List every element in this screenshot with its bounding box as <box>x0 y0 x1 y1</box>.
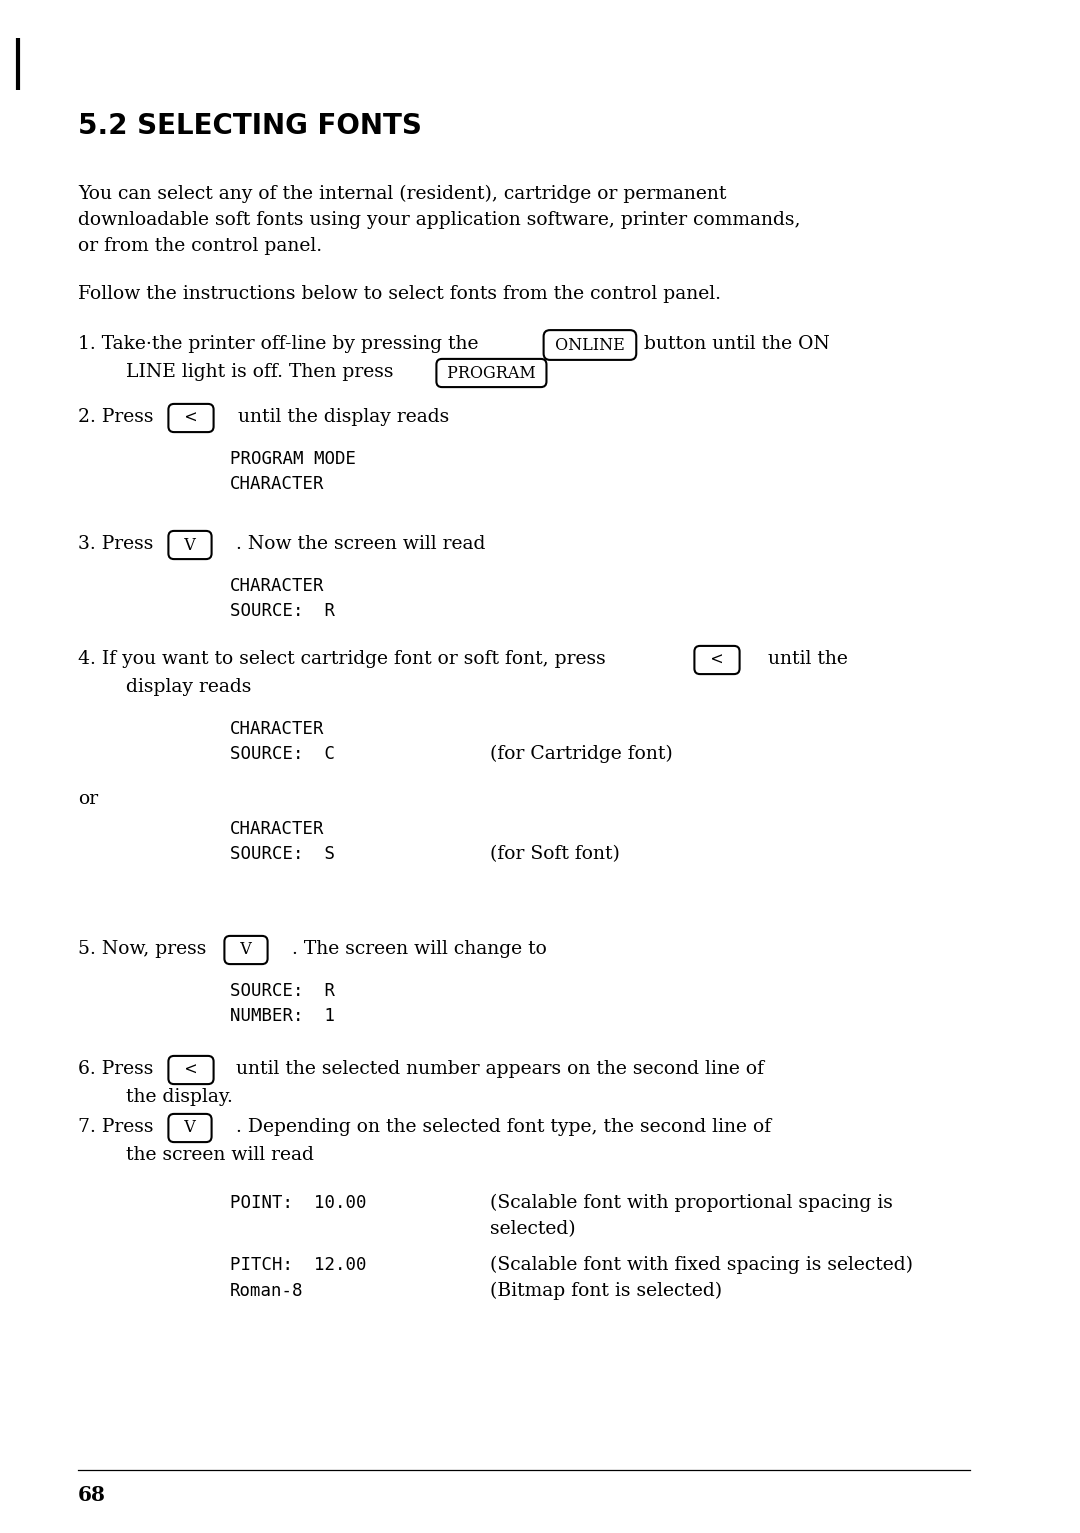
Text: V: V <box>230 941 262 958</box>
Text: 5. Now, press: 5. Now, press <box>78 940 206 958</box>
Text: or: or <box>78 789 98 808</box>
Text: Roman-8: Roman-8 <box>230 1282 303 1300</box>
Text: 3. Press: 3. Press <box>78 535 153 553</box>
Text: ONLINE: ONLINE <box>550 337 630 354</box>
Text: until the selected number appears on the second line of: until the selected number appears on the… <box>237 1059 764 1078</box>
Text: . The screen will change to: . The screen will change to <box>292 940 546 958</box>
Text: or from the control panel.: or from the control panel. <box>78 238 322 254</box>
Text: Follow the instructions below to select fonts from the control panel.: Follow the instructions below to select … <box>78 285 721 304</box>
Text: until the: until the <box>768 650 848 668</box>
Text: <: < <box>700 652 734 668</box>
Text: CHARACTER: CHARACTER <box>230 721 324 737</box>
Text: LINE light is off. Then press: LINE light is off. Then press <box>126 363 393 382</box>
Text: 6. Press: 6. Press <box>78 1059 153 1078</box>
Text: SOURCE:  C: SOURCE: C <box>230 745 335 763</box>
Text: PROGRAM MODE: PROGRAM MODE <box>230 451 356 468</box>
Text: SOURCE:  R: SOURCE: R <box>230 602 335 619</box>
Text: SOURCE:  S: SOURCE: S <box>230 845 335 863</box>
Text: PITCH:  12.00: PITCH: 12.00 <box>230 1256 366 1274</box>
Text: 2. Press: 2. Press <box>78 408 153 426</box>
Text: downloadable soft fonts using your application software, printer commands,: downloadable soft fonts using your appli… <box>78 212 800 228</box>
Text: NUMBER:  1: NUMBER: 1 <box>230 1007 335 1026</box>
Text: <: < <box>174 1061 208 1079</box>
Text: 7. Press: 7. Press <box>78 1118 153 1136</box>
Text: V: V <box>174 537 206 553</box>
Text: (for Cartridge font): (for Cartridge font) <box>490 745 673 763</box>
Text: You can select any of the internal (resident), cartridge or permanent: You can select any of the internal (resi… <box>78 185 727 204</box>
Text: (Scalable font with proportional spacing is: (Scalable font with proportional spacing… <box>490 1194 893 1213</box>
Text: <: < <box>174 409 208 426</box>
Text: CHARACTER: CHARACTER <box>230 576 324 595</box>
Text: display reads: display reads <box>126 678 252 696</box>
Text: 68: 68 <box>78 1485 106 1505</box>
Text: PROGRAM: PROGRAM <box>442 365 541 382</box>
Text: 4. If you want to select cartridge font or soft font, press: 4. If you want to select cartridge font … <box>78 650 606 668</box>
Text: CHARACTER: CHARACTER <box>230 820 324 839</box>
Text: selected): selected) <box>490 1220 576 1239</box>
Text: the display.: the display. <box>126 1088 233 1105</box>
Text: . Depending on the selected font type, the second line of: . Depending on the selected font type, t… <box>237 1118 771 1136</box>
Text: (for Soft font): (for Soft font) <box>490 845 620 863</box>
Text: POINT:  10.00: POINT: 10.00 <box>230 1194 366 1213</box>
Text: until the display reads: until the display reads <box>238 408 449 426</box>
Text: (Scalable font with fixed spacing is selected): (Scalable font with fixed spacing is sel… <box>490 1256 913 1274</box>
Text: (Bitmap font is selected): (Bitmap font is selected) <box>490 1282 723 1300</box>
Text: 5.2 SELECTING FONTS: 5.2 SELECTING FONTS <box>78 112 422 140</box>
Text: CHARACTER: CHARACTER <box>230 475 324 494</box>
Text: SOURCE:  R: SOURCE: R <box>230 983 335 1000</box>
Text: V: V <box>174 1119 206 1136</box>
Text: button until the ON: button until the ON <box>638 336 829 353</box>
Text: . Now the screen will read: . Now the screen will read <box>237 535 485 553</box>
Text: 1. Take·the printer off-line by pressing the: 1. Take·the printer off-line by pressing… <box>78 336 478 353</box>
Text: the screen will read: the screen will read <box>126 1147 314 1164</box>
